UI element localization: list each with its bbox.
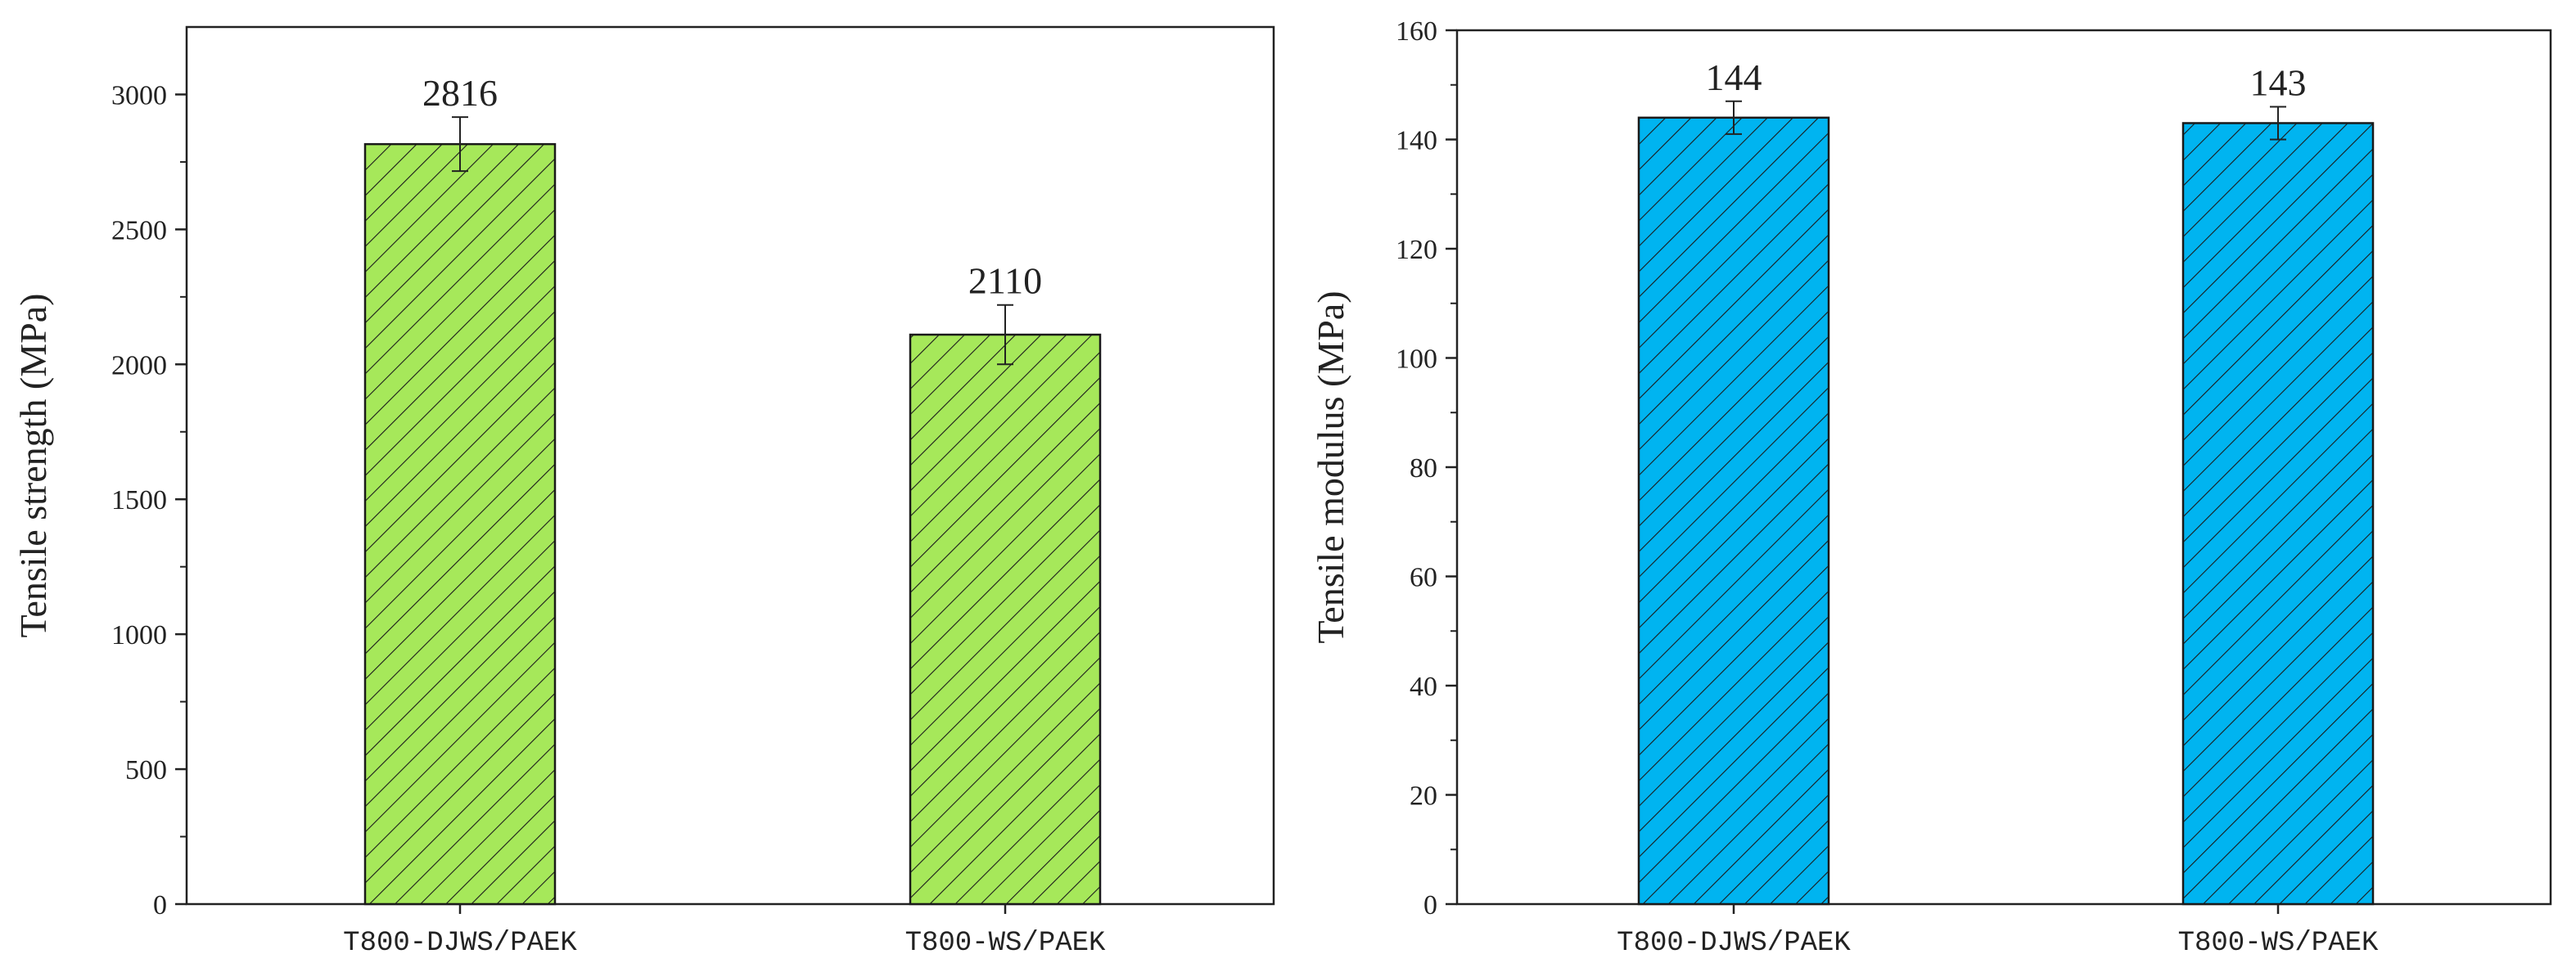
y-tick-label: 0 [1423, 890, 1437, 920]
y-tick-label: 2500 [111, 215, 167, 245]
y-tick-label: 140 [1396, 126, 1437, 156]
data-label: 2110 [968, 260, 1042, 302]
y-tick-label: 500 [125, 755, 167, 785]
data-label: 143 [2250, 61, 2307, 103]
y-tick-label: 20 [1410, 781, 1437, 812]
y-tick-label: 120 [1396, 235, 1437, 265]
plot-frame [185, 25, 1275, 906]
y-tick-label: 0 [153, 890, 167, 920]
category-label: T800-WS/PAEK [2178, 928, 2379, 959]
y-tick-label: 80 [1410, 453, 1437, 484]
category-label: T800-WS/PAEK [905, 928, 1106, 959]
y-tick-label: 3000 [111, 80, 167, 110]
bar-hatch [909, 333, 1102, 906]
data-label: 144 [1706, 56, 1762, 98]
y-tick-label: 100 [1396, 344, 1437, 375]
y-axis-title: Tensile modulus (MPa) [1310, 290, 1351, 643]
y-tick-label: 2000 [111, 350, 167, 380]
category-label: T800-DJWS/PAEK [343, 928, 577, 959]
bar-hatch [363, 142, 557, 906]
y-tick-label: 160 [1396, 16, 1437, 47]
y-axis-title: Tensile strength (MPa) [12, 294, 54, 638]
y-tick-label: 1500 [111, 485, 167, 515]
y-tick-label: 40 [1410, 672, 1437, 702]
y-tick-label: 1000 [111, 620, 167, 650]
data-label: 2816 [422, 72, 498, 114]
bar-hatch [2181, 122, 2375, 906]
plot-frame [1455, 29, 2552, 906]
tensile-modulus-chart: 0 20 40 60 80 100 120 140 160 Tensile modulus (MP… [1310, 16, 2552, 959]
y-tick-label: 60 [1410, 563, 1437, 593]
tensile-strength-chart: 0 500 1000 1500 2000 2500 3000 Tensile strength… [12, 25, 1275, 959]
bar-hatch [1637, 116, 1830, 906]
category-label: T800-DJWS/PAEK [1617, 928, 1851, 959]
